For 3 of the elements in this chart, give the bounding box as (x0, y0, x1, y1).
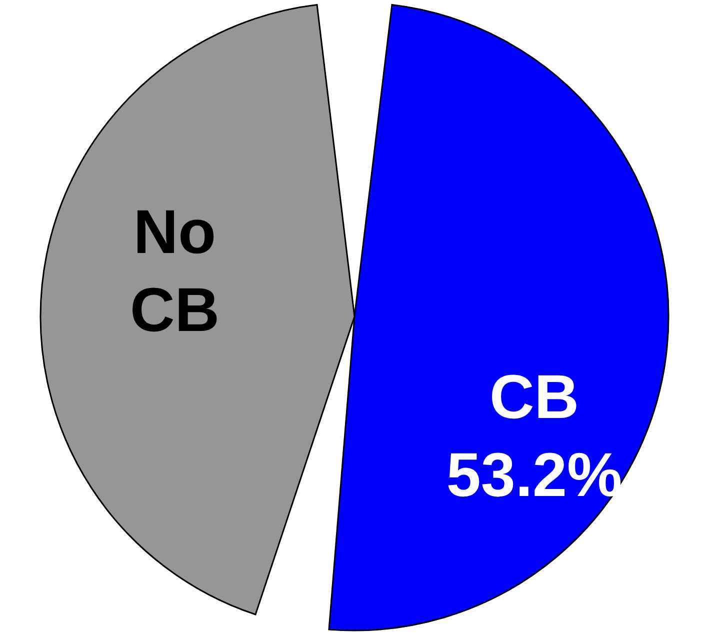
slice-label: No CB (130, 198, 220, 345)
slice-label: CB (489, 363, 580, 432)
data-label: 53.2% (446, 441, 622, 510)
